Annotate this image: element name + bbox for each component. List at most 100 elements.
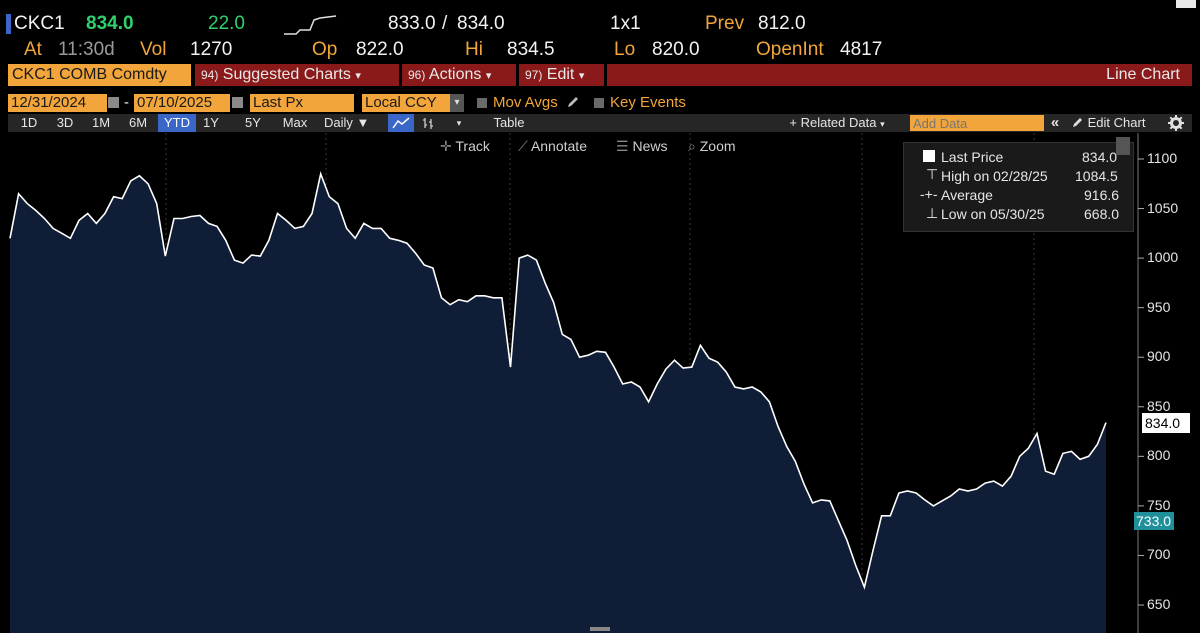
high-marker-icon: ⊤ xyxy=(926,166,939,182)
bar-chart-button[interactable] xyxy=(417,114,439,132)
scroll-indicator[interactable] xyxy=(1176,0,1196,8)
key-events-checkbox[interactable] xyxy=(594,98,604,108)
currency-select[interactable]: Local CCY ▾ xyxy=(362,94,464,112)
chevron-down-icon: ▾ xyxy=(485,70,492,82)
period-tab-max[interactable]: Max xyxy=(282,115,308,130)
price-line xyxy=(9,171,1107,590)
crosshair-icon: ✛ xyxy=(440,138,452,154)
end-date-field[interactable]: 07/10/2025 xyxy=(134,94,230,112)
bid-price: 833.0 xyxy=(388,13,436,34)
y-tick-label: 650 xyxy=(1147,596,1171,612)
frequency-select[interactable]: Daily ▼ xyxy=(320,114,380,132)
collapse-button[interactable]: « xyxy=(1050,114,1060,131)
bid-ask-separator: / xyxy=(442,13,448,34)
at-time: 11:30d xyxy=(58,39,115,60)
chevron-down-icon: ▾ xyxy=(355,70,361,82)
ticker-symbol[interactable]: CKC1 xyxy=(14,13,65,34)
ticker-marker xyxy=(6,14,11,34)
field-value: Last Px xyxy=(253,94,304,111)
mov-avgs-label[interactable]: Mov Avgs xyxy=(493,94,558,111)
prev-value: 812.0 xyxy=(758,13,806,34)
y-tick-label: 700 xyxy=(1147,546,1171,563)
period-tab-1m[interactable]: 1M xyxy=(91,115,111,130)
pencil-icon[interactable] xyxy=(566,95,580,109)
field-select[interactable]: Last Px xyxy=(250,94,354,112)
period-toolbar xyxy=(8,114,1192,132)
edit-chart-button[interactable]: Edit Chart xyxy=(1072,114,1162,132)
y-tick-label: 1000 xyxy=(1147,249,1179,266)
last-price-badge: 834.0 xyxy=(1142,413,1190,433)
track-label: Track xyxy=(455,138,490,154)
related-data-button[interactable]: + Related Data ▾ xyxy=(776,114,898,132)
ohlc-icon xyxy=(423,118,433,129)
ask-price: 834.0 xyxy=(457,13,505,34)
line-chart-button[interactable] xyxy=(388,114,414,132)
actions-menu[interactable]: 96) Actions ▾ xyxy=(402,64,516,86)
mov-avgs-checkbox[interactable] xyxy=(477,98,487,108)
period-tab-6m[interactable]: 6M xyxy=(128,115,148,130)
last-price-swatch xyxy=(923,150,935,162)
edit-chart-label: Edit Chart xyxy=(1087,115,1146,130)
bottom-scroll-handle[interactable] xyxy=(590,627,610,631)
pencil-icon xyxy=(1073,118,1082,127)
y-tick-label: 900 xyxy=(1147,348,1171,365)
edit-menu[interactable]: 97) Edit ▾ xyxy=(519,64,604,86)
period-tab-5y[interactable]: 5Y xyxy=(245,115,261,130)
period-tab-3d[interactable]: 3D xyxy=(56,115,74,130)
track-tool[interactable]: ✛ Track xyxy=(440,136,490,156)
chevron-down-icon: ▾ xyxy=(450,94,464,112)
chevron-down-icon: ▼ xyxy=(356,115,370,130)
zoom-tool[interactable]: ⌕ Zoom xyxy=(688,136,736,156)
chevron-down-icon: ▾ xyxy=(880,119,885,129)
table-button[interactable]: Table xyxy=(493,115,525,130)
legend-box[interactable] xyxy=(903,142,1134,232)
vol-label: Vol xyxy=(140,39,167,60)
y-axis-ticks xyxy=(1138,158,1144,606)
edit-label: Edit xyxy=(546,66,575,83)
key-events-label[interactable]: Key Events xyxy=(610,94,686,111)
price-chart[interactable] xyxy=(0,133,1200,633)
calendar-icon[interactable] xyxy=(232,97,243,108)
legend-low-label: Low on 05/30/25 xyxy=(941,206,1045,222)
legend-avg-value: 916.6 xyxy=(1084,187,1120,203)
actions-num: 96) xyxy=(408,68,426,82)
low-marker-icon: ⊥ xyxy=(926,205,939,221)
high-value: 834.5 xyxy=(507,39,555,60)
add-data-input[interactable] xyxy=(910,115,1044,131)
annotate-tool[interactable]: ⟋ Annotate xyxy=(518,136,587,156)
open-label: Op xyxy=(312,39,338,60)
chart-style-dropdown[interactable]: ▾ xyxy=(456,118,462,128)
news-icon: ☰ xyxy=(616,138,629,154)
legend-scroll[interactable] xyxy=(1116,137,1130,155)
frequency-value: Daily xyxy=(324,115,353,130)
openint-value: 4817 xyxy=(840,39,883,60)
news-tool[interactable]: ☰ News xyxy=(616,136,667,156)
suggested-charts-menu[interactable]: 94) Suggested Charts ▾ xyxy=(195,64,399,86)
legend-last-label: Last Price xyxy=(941,149,1004,165)
average-marker-icon: -+- xyxy=(920,186,938,202)
chevron-down-icon: ▾ xyxy=(578,70,585,82)
gear-icon[interactable] xyxy=(1168,115,1184,131)
period-tab-ytd[interactable]: YTD xyxy=(158,114,196,132)
currency-value: Local CCY xyxy=(365,94,437,111)
low-label: Lo xyxy=(614,39,636,60)
price-area xyxy=(10,173,1106,633)
edit-num: 97) xyxy=(525,68,543,82)
chart-type-bar[interactable]: Line Chart xyxy=(607,64,1192,86)
suggested-num: 94) xyxy=(201,68,219,82)
annotate-icon: ⟋ xyxy=(518,138,528,154)
y-tick-label: 800 xyxy=(1147,447,1171,464)
period-tab-1y[interactable]: 1Y xyxy=(203,115,219,130)
start-date-field[interactable]: 12/31/2024 xyxy=(8,94,107,112)
y-tick-label: 750 xyxy=(1147,496,1171,513)
sparkline-icon xyxy=(284,15,337,35)
secondary-price-badge: 733.0 xyxy=(1134,512,1174,530)
period-tab-1d[interactable]: 1D xyxy=(20,115,38,130)
calendar-icon[interactable] xyxy=(108,97,119,108)
last-price: 834.0 xyxy=(86,13,134,34)
y-tick-label: 850 xyxy=(1147,397,1171,414)
y-tick-label: 950 xyxy=(1147,298,1171,315)
security-field[interactable]: CKC1 COMB Comdty xyxy=(8,64,191,86)
news-label: News xyxy=(632,138,668,154)
start-date-value: 12/31/2024 xyxy=(11,94,87,111)
